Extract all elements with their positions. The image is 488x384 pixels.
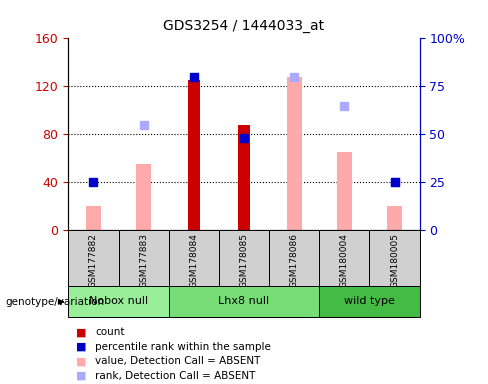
- Text: ■: ■: [76, 371, 86, 381]
- Bar: [119, 230, 169, 286]
- Text: GSM178084: GSM178084: [189, 233, 198, 288]
- Text: ■: ■: [76, 342, 86, 352]
- Bar: [136, 164, 151, 230]
- Bar: [337, 152, 352, 230]
- Bar: [286, 77, 302, 230]
- Text: GSM178085: GSM178085: [240, 233, 248, 288]
- Bar: [68, 230, 119, 286]
- Bar: [369, 230, 420, 286]
- Text: count: count: [95, 327, 124, 337]
- Text: GSM180004: GSM180004: [340, 233, 349, 288]
- Text: genotype/variation: genotype/variation: [5, 297, 104, 307]
- Bar: [86, 207, 101, 230]
- Bar: [387, 207, 402, 230]
- Bar: [169, 230, 219, 286]
- Bar: [187, 80, 200, 230]
- Bar: [68, 286, 169, 317]
- Text: GSM177882: GSM177882: [89, 233, 98, 288]
- Title: GDS3254 / 1444033_at: GDS3254 / 1444033_at: [163, 19, 325, 33]
- Text: value, Detection Call = ABSENT: value, Detection Call = ABSENT: [95, 356, 261, 366]
- Text: Nobox null: Nobox null: [89, 296, 148, 306]
- Text: ■: ■: [76, 327, 86, 337]
- Bar: [269, 230, 319, 286]
- Bar: [219, 230, 269, 286]
- Text: Lhx8 null: Lhx8 null: [219, 296, 269, 306]
- Bar: [319, 230, 369, 286]
- Text: rank, Detection Call = ABSENT: rank, Detection Call = ABSENT: [95, 371, 256, 381]
- Bar: [319, 286, 420, 317]
- Text: GSM178086: GSM178086: [290, 233, 299, 288]
- Text: GSM180005: GSM180005: [390, 233, 399, 288]
- Bar: [238, 125, 250, 230]
- Bar: [169, 286, 319, 317]
- Text: GSM177883: GSM177883: [139, 233, 148, 288]
- Text: wild type: wild type: [344, 296, 395, 306]
- Text: ■: ■: [76, 356, 86, 366]
- Text: percentile rank within the sample: percentile rank within the sample: [95, 342, 271, 352]
